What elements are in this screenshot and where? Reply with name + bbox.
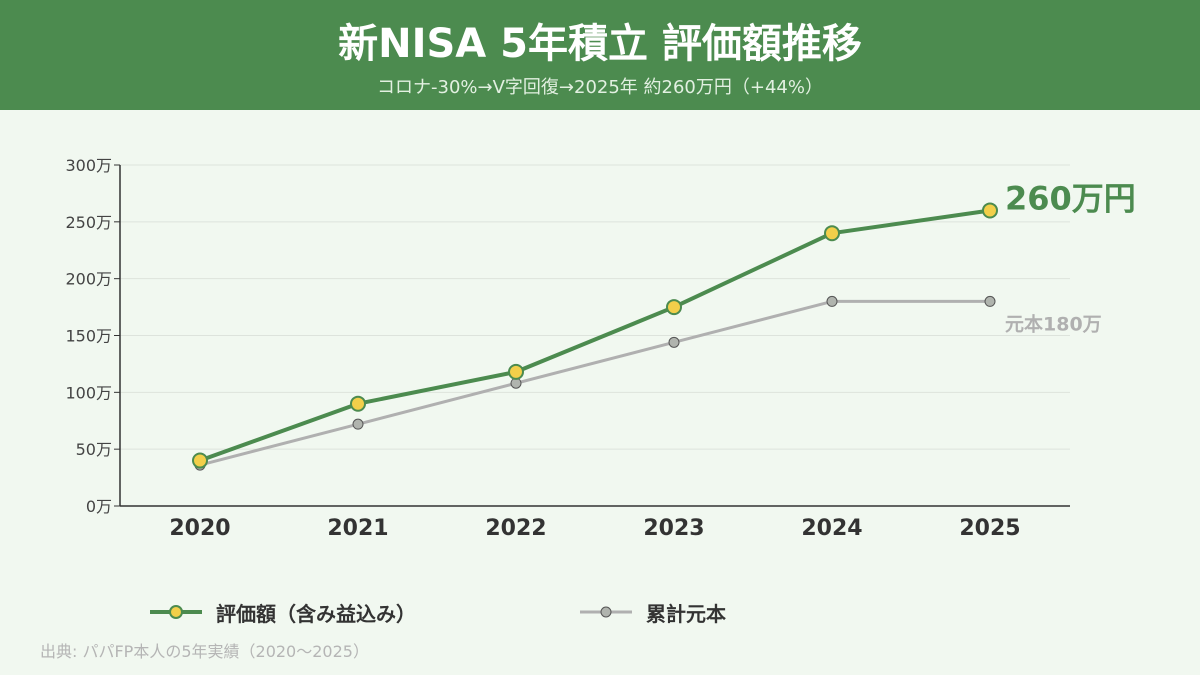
y-tick-label: 0万 — [86, 497, 112, 516]
end-label-principal: 元本180万 — [1005, 312, 1102, 335]
page-subtitle: コロナ-30%→V字回復→2025年 約260万円（+44%） — [377, 77, 823, 98]
x-tick-label: 2023 — [643, 516, 704, 541]
axes: 0万 50万 100万 150万 200万 250万 300万 2020 2021 2022 202… — [65, 156, 1070, 541]
data-point-valuation — [666, 299, 682, 316]
data-point-valuation — [508, 363, 524, 380]
legend-label-principal: 累計元本 — [646, 601, 726, 626]
series-line-valuation — [198, 208, 992, 463]
x-tick-label: 2020 — [169, 516, 230, 541]
x-tick-label: 2021 — [327, 516, 388, 541]
data-point-valuation — [192, 452, 208, 469]
y-tick-label: 200万 — [65, 270, 112, 289]
data-point-valuation — [350, 395, 366, 412]
legend-item-principal: 累計元本 — [580, 596, 726, 628]
source-note: 出典: パパFP本人の5年実績（2020〜2025） — [40, 642, 369, 661]
data-point-valuation — [824, 225, 840, 242]
y-tick-label: 300万 — [65, 156, 112, 175]
grid-lines — [120, 164, 1070, 450]
x-tick-label: 2024 — [801, 516, 862, 541]
legend-marker-valuation — [150, 605, 202, 619]
data-point-principal — [984, 295, 996, 307]
x-tick-label: 2022 — [485, 516, 546, 541]
legend-marker-principal — [580, 606, 632, 618]
series-line-principal — [198, 299, 992, 467]
y-tick-label: 150万 — [65, 327, 112, 346]
series-lines — [192, 202, 998, 471]
x-tick-label: 2025 — [959, 516, 1020, 541]
end-label-valuation: 260万円 — [1005, 179, 1136, 217]
y-tick-label: 50万 — [76, 440, 112, 459]
data-point-principal — [668, 336, 680, 348]
legend-label-valuation: 評価額（含み益込み） — [216, 601, 416, 626]
data-point-principal — [826, 295, 838, 307]
y-tick-label: 100万 — [65, 383, 112, 402]
y-tick-label: 250万 — [65, 213, 112, 232]
legend-item-valuation: 評価額（含み益込み） — [150, 596, 416, 628]
page-title: 新NISA 5年積立 評価額推移 — [338, 21, 862, 67]
data-point-principal — [352, 418, 364, 430]
header-banner: 新NISA 5年積立 評価額推移 コロナ-30%→V字回復→2025年 約260… — [0, 0, 1200, 110]
data-point-valuation — [982, 202, 998, 219]
